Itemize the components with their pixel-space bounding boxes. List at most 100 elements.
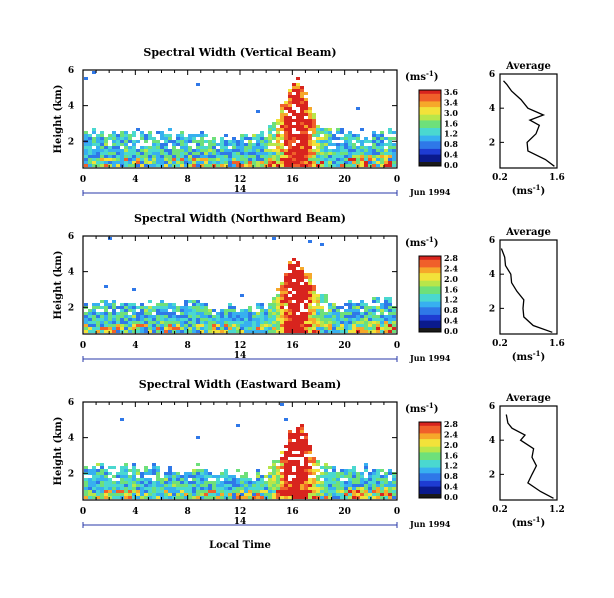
echo-cell [216,475,220,478]
colorbar-segment [419,259,441,263]
echo-cell [336,481,340,484]
echo-cell [220,327,224,330]
echo-cell [324,472,328,475]
echo-cell [224,158,228,161]
echo-cell [144,137,148,140]
echo-cell [220,312,224,315]
echo-cell [268,134,272,137]
echo-cell [168,312,172,315]
echo-cell [188,330,192,333]
echo-cell [324,140,328,143]
colorbar-segment [419,320,441,323]
colorbar-segment [419,435,441,438]
echo-cell [276,475,280,478]
echo-cell [288,164,292,167]
echo-cell [156,303,160,306]
echo-cell [88,493,92,496]
echo-cell [220,321,224,324]
echo-cell [216,149,220,152]
echo-cell [344,149,348,152]
echo-cell [260,493,264,496]
echo-cell [276,149,280,152]
echo-cell [128,493,132,496]
echo-cell [104,478,108,481]
echo-cell [280,466,284,469]
echo-cell [308,460,312,463]
echo-cell [324,327,328,330]
echo-cell [208,321,212,324]
echo-cell [284,125,288,128]
echo-cell [308,125,312,128]
echo-cell [212,481,216,484]
echo-cell [100,155,104,158]
echo-cell [380,164,384,167]
echo-cell [316,327,320,330]
echo-cell [392,155,396,158]
echo-cell [144,472,148,475]
echo-cell [312,116,316,119]
echo-cell [168,496,172,499]
echo-cell [384,137,388,140]
colorbar-segment [419,160,441,163]
echo-cell [180,140,184,143]
echo-cell [156,327,160,330]
echo-cell [212,487,216,490]
echo-cell [292,134,296,137]
echo-cell [236,324,240,327]
echo-cell [216,481,220,484]
echo-cell [320,312,324,315]
echo-cell [204,496,208,499]
echo-cell [276,490,280,493]
echo-cell [96,315,100,318]
echo-cell [216,164,220,167]
echo-cell [224,475,228,478]
colorbar-segment [419,492,441,495]
echo-cell [348,161,352,164]
echo-cell [360,321,364,324]
echo-cell [104,137,108,140]
echo-cell [340,475,344,478]
echo-cell [100,131,104,134]
echo-cell [292,98,296,101]
echo-cell [256,315,260,318]
echo-cell [156,490,160,493]
echo-cell [292,436,296,439]
echo-cell [228,140,232,143]
echo-cell [316,481,320,484]
echo-cell [308,318,312,321]
echo-cell [376,149,380,152]
echo-cell [300,164,304,167]
echo-cell [304,110,308,113]
echo-cell [388,324,392,327]
echo-cell [288,104,292,107]
echo-cell [192,324,196,327]
echo-cell [180,327,184,330]
echo-cell [228,155,232,158]
echo-cell [352,472,356,475]
avg-units-close: ) [541,518,546,529]
echo-cell [120,309,124,312]
echo-cell [128,324,132,327]
echo-cell [292,490,296,493]
echo-cell [292,86,296,89]
colorbar-segment [419,145,441,148]
echo-cell [292,324,296,327]
echo-cell [168,327,172,330]
echo-speck [120,418,124,421]
echo-cell [192,318,196,321]
echo-cell [376,493,380,496]
echo-cell [284,490,288,493]
echo-cell [208,481,212,484]
colorbar-segment [419,112,441,116]
echo-cell [96,472,100,475]
echo-cell [260,143,264,146]
echo-cell [100,306,104,309]
echo-cell [152,472,156,475]
echo-cell [276,119,280,122]
echo-cell [184,496,188,499]
echo-cell [196,312,200,315]
echo-cell [388,315,392,318]
echo-cell [352,158,356,161]
colorbar-segment [419,486,441,489]
echo-cell [344,134,348,137]
